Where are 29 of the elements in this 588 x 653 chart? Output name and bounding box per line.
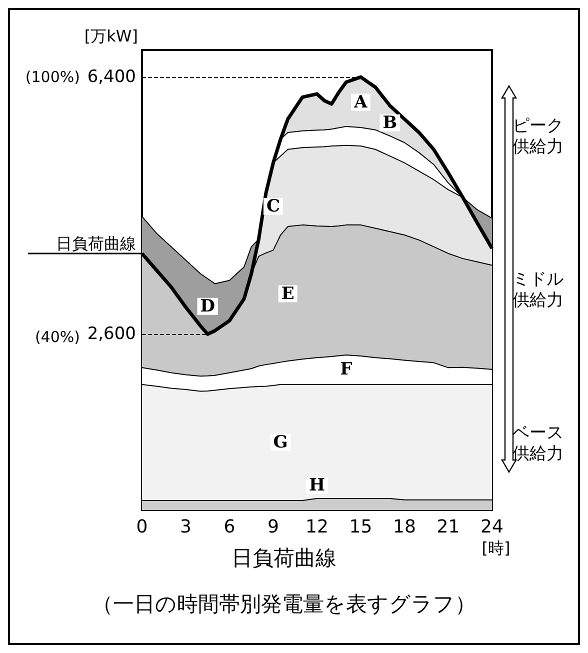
text: ベース供給力 <box>512 422 564 464</box>
series-label: F <box>340 360 352 380</box>
text: ピーク供給力 <box>512 116 564 158</box>
x-tick-label: 0 <box>136 516 148 538</box>
x-tick-label: 24 <box>480 516 504 538</box>
y2-tick-label: (40%) <box>34 328 80 346</box>
series-label: A <box>353 92 368 112</box>
x-tick-label: 3 <box>180 516 192 538</box>
x-tick-label: 15 <box>349 516 372 538</box>
text: 日負荷曲線 <box>232 546 336 570</box>
x-axis-title: [時] <box>482 538 510 558</box>
text: （一日の時間帯別発電量を表すグラフ） <box>92 592 476 616</box>
x-tick-label: 12 <box>306 516 328 538</box>
y2-tick-label: (100%) <box>25 68 80 86</box>
series-label: G <box>273 432 288 453</box>
series-label: D <box>200 296 216 316</box>
y-tick-label: 6,400 <box>87 67 136 88</box>
y-tick-label: 2,600 <box>87 324 136 344</box>
series-label: H <box>308 476 326 496</box>
text: ミドル供給力 <box>512 270 564 310</box>
y-axis-title: [万kW] <box>84 26 138 46</box>
series-label: C <box>266 196 280 216</box>
x-tick-label: 9 <box>268 516 279 538</box>
x-tick-label: 6 <box>224 516 236 538</box>
x-tick-label: 21 <box>436 516 460 538</box>
series-label: B <box>382 112 398 133</box>
series-label: E <box>281 284 294 304</box>
x-tick-label: 18 <box>393 516 416 538</box>
series-label: 日負荷曲線 <box>56 234 136 253</box>
